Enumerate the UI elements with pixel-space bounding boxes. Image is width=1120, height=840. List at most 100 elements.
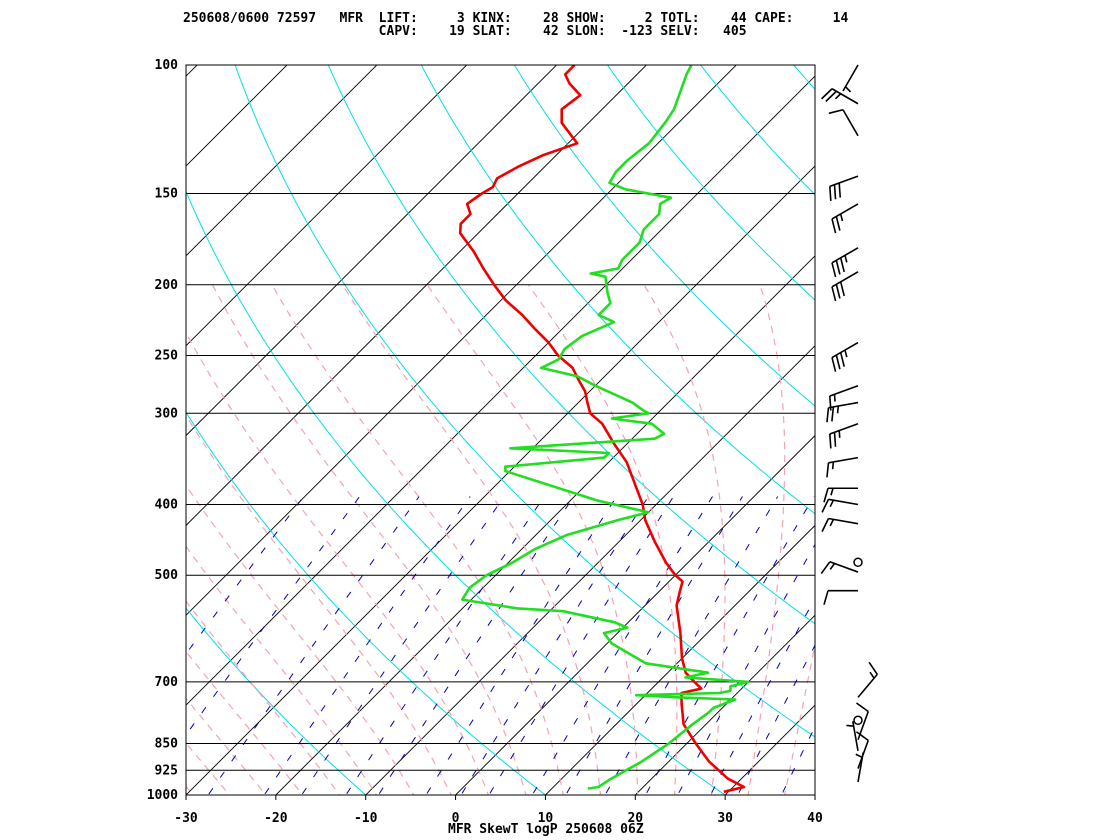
dry-adiabat-line [963, 49, 1120, 811]
wind-barb-half-feather [869, 671, 875, 679]
wind-barb-feather [831, 357, 837, 372]
pressure-tick-label: 200 [155, 278, 179, 293]
temperature-tick-label: 40 [807, 811, 823, 826]
dry-adiabat-line [1055, 49, 1120, 811]
wind-barb-half-feather [846, 724, 854, 728]
wind-barb-half-feather [839, 213, 844, 222]
dry-adiabat-line [186, 190, 727, 795]
dry-adiabat-line [606, 65, 815, 301]
temperature-profile-line [458, 65, 746, 794]
wind-barb-half-feather [834, 93, 842, 100]
dry-adiabat-line [420, 65, 815, 515]
isotherm-line [186, 65, 648, 527]
wind-barb-feather [826, 407, 830, 423]
wind-barb-feather [856, 731, 869, 742]
isotherm-line [979, 49, 1120, 811]
moist-adiabat-line [341, 284, 602, 795]
pressure-tick-label: 700 [155, 675, 179, 690]
temperature-tick-label: 20 [627, 811, 643, 826]
wind-barb [831, 247, 859, 278]
wind-barb [821, 517, 859, 532]
wind-barb-half-feather [829, 499, 835, 508]
temperature-tick-label: 10 [538, 811, 554, 826]
mixing-ratio-line [677, 543, 815, 795]
isotherm-line [724, 704, 815, 795]
wind-barb-feather [831, 406, 835, 422]
wind-barb-feather [831, 262, 837, 278]
moist-adiabat-line [186, 785, 195, 795]
wind-barb [820, 561, 859, 575]
pressure-tick-label: 100 [155, 58, 179, 73]
temperature-axis-labels: -30 -20 -10 0 10 20 30 40 [174, 795, 823, 826]
moist-adiabat-line [186, 331, 490, 795]
wind-barb [831, 203, 859, 234]
header-stats-line-1: 250608/0600 72597 MFR LIFT: 3 KINX: 28 S… [183, 11, 848, 26]
wind-barb-feather [835, 284, 841, 299]
moist-adiabat-line [271, 284, 564, 795]
temperature-tick-label: 0 [452, 811, 460, 826]
wind-barb-feather [821, 518, 830, 532]
isotherm-line [186, 65, 378, 257]
footer-caption: MFR SkewT logP 250608 06Z [448, 822, 644, 837]
moist-adiabat-line [186, 742, 231, 795]
mixing-ratio-line [824, 497, 979, 811]
mixing-ratio-line [460, 496, 649, 795]
wind-barb-feather [831, 286, 837, 302]
dry-adiabat-line [699, 65, 815, 196]
wind-barb-feather [829, 395, 832, 411]
wind-barb [820, 88, 859, 105]
mixing-ratio-line [531, 496, 713, 795]
isotherm-line [365, 345, 815, 795]
wind-barb [831, 341, 859, 372]
sounding-profiles [458, 65, 750, 794]
wind-barb-feather [856, 702, 869, 713]
wind-barb-feather [833, 184, 837, 200]
wind-barb [823, 589, 858, 605]
wind-barb-half-feather [838, 430, 841, 438]
wind-barb-feather [829, 433, 832, 449]
calm-wind-circle [853, 557, 863, 568]
pressure-axis-labels: 100 150 200 250 300 400 500 700 850 925 1000 [147, 58, 178, 803]
wind-barb-feather [835, 354, 841, 370]
wind-barb [821, 498, 859, 513]
moist-adiabat-line [643, 284, 726, 795]
header-stats-line-2: CAPV: 19 SLAT: 42 SLON: -123 SELV: 405 [183, 24, 747, 39]
mixing-ratio-line [488, 496, 674, 795]
wind-barb-feather [826, 462, 830, 478]
moist-adiabat-line [211, 284, 527, 795]
mixing-ratio-line [645, 496, 815, 795]
wind-barb-feather [839, 352, 845, 367]
wind-barb-feather [821, 498, 830, 513]
skewt-grid [0, 49, 1120, 811]
wind-barb-staff [857, 752, 864, 783]
wind-barb-half-feather [836, 405, 840, 414]
wind-barb [853, 715, 863, 726]
dry-adiabat-line [186, 411, 547, 795]
wind-barb-feather [820, 88, 833, 100]
moist-adiabat-line [0, 285, 171, 811]
wind-barb-feather [828, 108, 844, 115]
wind-barb [846, 721, 859, 751]
wind-barb-feather [868, 661, 878, 675]
wind-barb [823, 487, 858, 503]
dry-adiabat-line [793, 65, 815, 90]
isotherm-line [0, 49, 124, 811]
pressure-tick-label: 850 [155, 736, 179, 751]
wind-barb-staff [857, 711, 870, 740]
isotherm-line [186, 65, 288, 167]
pressure-tick-label: 400 [155, 498, 179, 513]
wind-barb [826, 456, 859, 478]
moist-adiabat-line [426, 284, 639, 795]
wind-barb-half-feather [831, 461, 835, 470]
isotherm-line [186, 65, 468, 347]
mixing-ratio-line [345, 496, 545, 795]
pressure-tick-label: 300 [155, 406, 179, 421]
temperature-tick-label: 30 [717, 811, 733, 826]
dry-adiabat-line [513, 65, 815, 407]
wind-barb-feather [838, 182, 842, 198]
wind-barb-half-feather [844, 86, 852, 93]
moist-adiabat-line [186, 484, 415, 795]
dry-adiabat-line [872, 49, 1120, 811]
wind-barb [842, 64, 859, 93]
